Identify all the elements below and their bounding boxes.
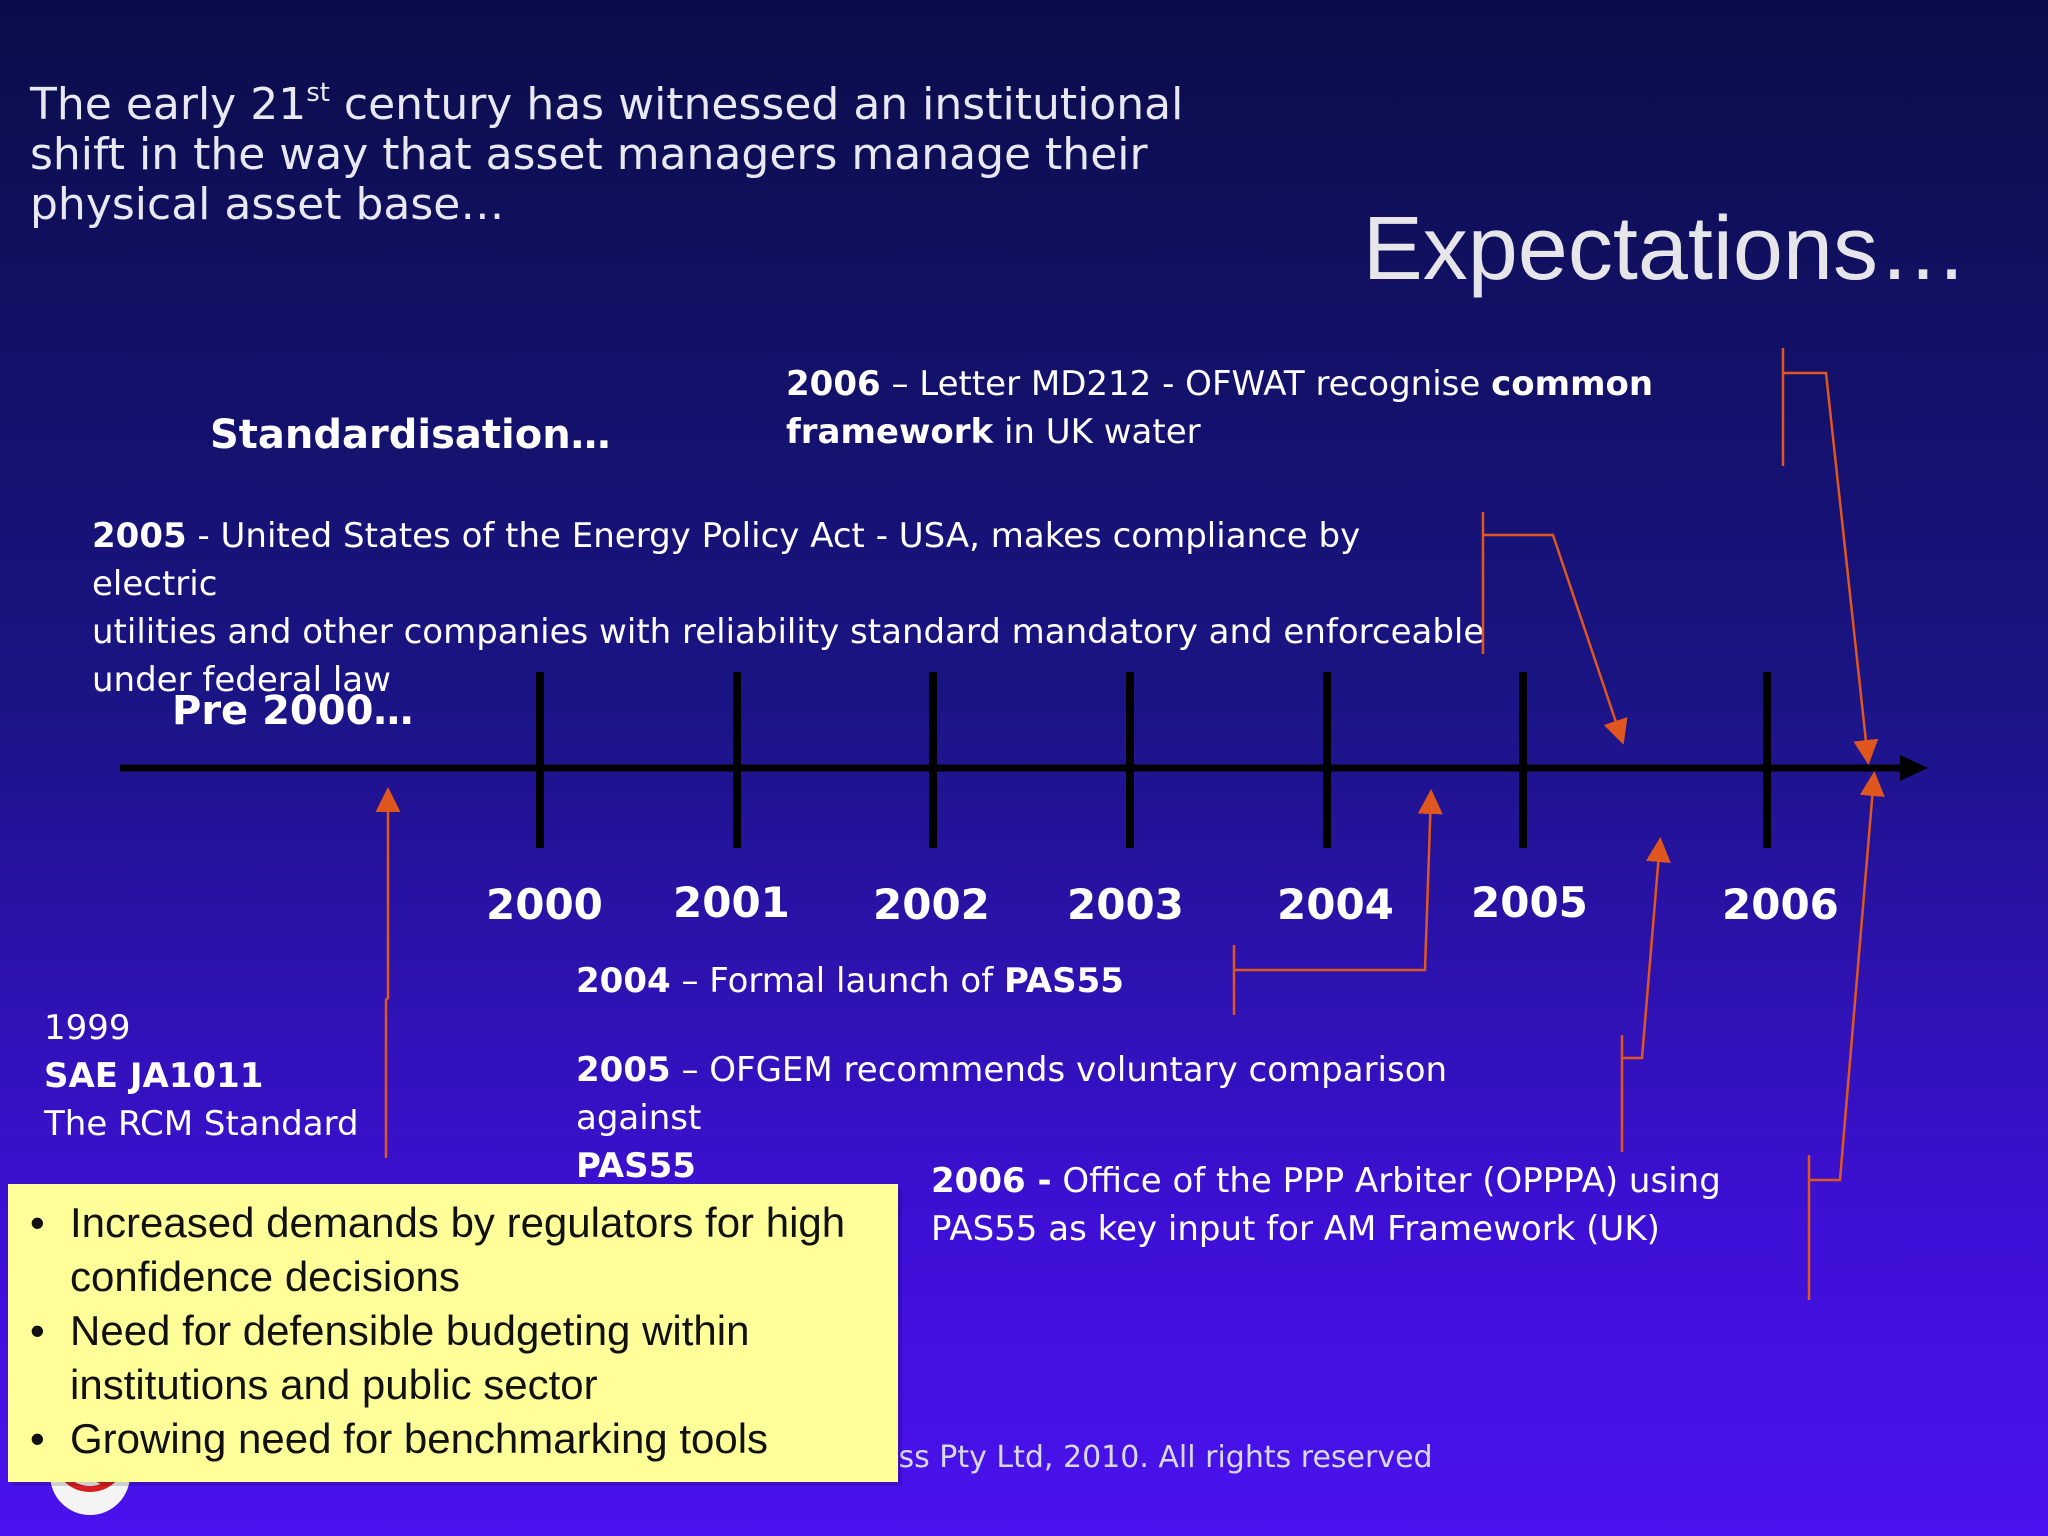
arrow-2005-energy [1481,512,1622,740]
year-label-2005: 2005 [1471,878,1588,927]
arrow-2004-pas55 [1232,794,1431,1015]
list-item: • Increased demands by regulators for hig… [30,1199,846,1300]
year-label-2003: 2003 [1067,880,1184,929]
timeline-arrowhead [1900,755,1928,781]
arrow-1999 [375,787,401,1158]
year-label-2006: 2006 [1722,880,1839,929]
copyright-text: ess Pty Ltd, 2010. All rights reserved [880,1440,1433,1475]
event-2005-ofgem: 2005 – OFGEM recommends voluntary compar… [576,1050,1448,1186]
standardisation-heading: Standardisation… [210,412,611,458]
event-2005-energy-policy-act: 2005 - United States of the Energy Polic… [92,516,1485,700]
year-label-2000: 2000 [486,880,603,929]
arrow-2006-opppa [1807,776,1874,1300]
slide-title: Expectations… [1362,199,1968,299]
expectations-list: • Increased demands by regulators for hig… [8,1196,878,1466]
year-label-2004: 2004 [1277,880,1394,929]
year-label-2001: 2001 [673,878,790,927]
year-label-2002: 2002 [873,880,990,929]
list-item: • Need for defensible budgeting within in… [30,1307,750,1408]
pre-2000-heading: Pre 2000… [172,688,414,734]
arrow-2006-letter [1781,348,1868,760]
event-2006-opppa: 2006 - Office of the PPP Arbiter (OPPPA)… [931,1161,1721,1249]
intro-line-1: The early 21st century has witnessed an … [30,78,1184,130]
intro-line-3: physical asset base… [30,179,505,230]
event-2004-pas55-launch: 2004 – Formal launch of PAS55 [576,961,1124,1001]
event-1999-sae: 1999 SAE JA1011 The RCM Standard [44,1008,359,1144]
expectations-callout: • Increased demands by regulators for hig… [8,1184,898,1482]
event-2006-ofwat: 2006 – Letter MD212 - OFWAT recognise co… [786,364,1654,452]
intro-line-2: shift in the way that asset managers man… [30,129,1148,180]
arrow-2005-ofgem [1620,842,1660,1152]
intro-text: The early 21st century has witnessed an … [30,80,1210,230]
list-item: • Growing need for benchmarking tools [30,1415,769,1462]
